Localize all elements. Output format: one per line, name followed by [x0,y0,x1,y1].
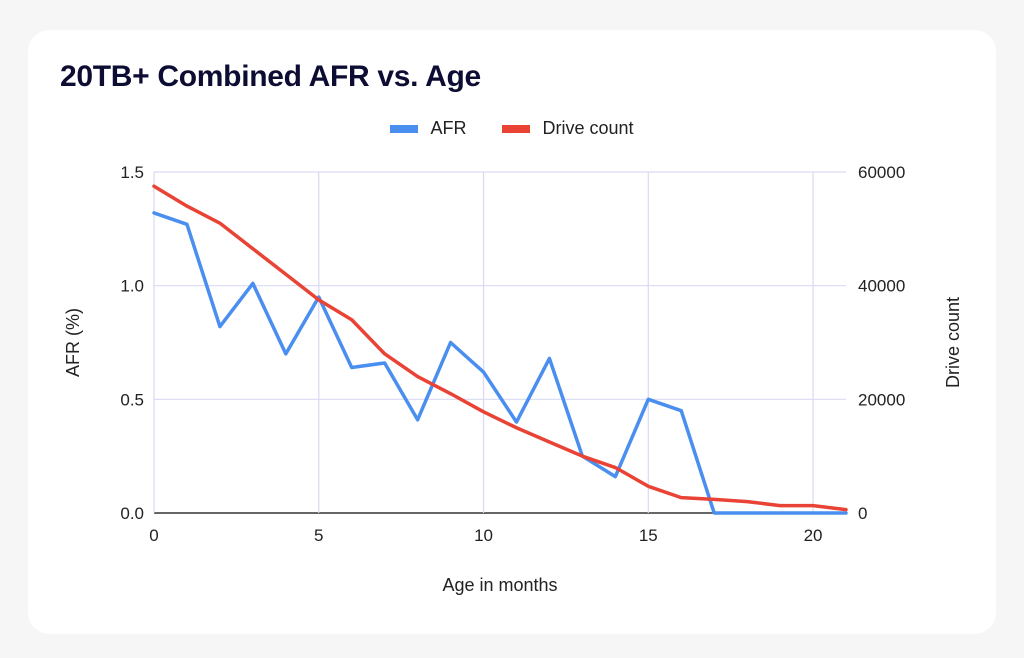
y-right-tick-label: 40000 [858,277,905,296]
chart-legend: AFR Drive count [0,118,1024,139]
y-axis-right-title: Drive count [943,297,963,388]
y-right-tick-label: 0 [858,504,867,523]
series-line-drive-count [152,184,848,512]
grid-lines [153,171,846,514]
x-tick-label: 15 [639,526,658,545]
y-right-tick-label: 20000 [858,390,905,409]
legend-item-drive-count: Drive count [502,118,634,139]
y-axis-left-title: AFR (%) [63,308,83,377]
legend-label-drive-count: Drive count [542,118,634,138]
y-left-tick-label: 0.5 [120,390,144,409]
x-tick-label: 5 [314,526,323,545]
x-tick-label: 0 [149,526,158,545]
tick-labels: 0.0 0.5 1.0 1.5 0 20000 40000 60000 0 5 10 15 20 [120,163,905,545]
y-left-tick-label: 1.0 [120,277,144,296]
chart-title: 20TB+ Combined AFR vs. Age [60,60,481,93]
y-left-tick-label: 1.5 [120,163,144,182]
series-lines [152,184,848,515]
y-right-tick-label: 60000 [858,163,905,182]
legend-swatch-drive-count [502,124,531,133]
x-axis-title: Age in months [442,575,557,595]
x-tick-label: 10 [474,526,493,545]
legend-item-afr: AFR [390,118,466,139]
series-line-afr [152,211,848,515]
legend-swatch-afr [390,124,419,133]
x-tick-label: 20 [804,526,823,545]
y-left-tick-label: 0.0 [120,504,144,523]
legend-label-afr: AFR [430,118,467,138]
